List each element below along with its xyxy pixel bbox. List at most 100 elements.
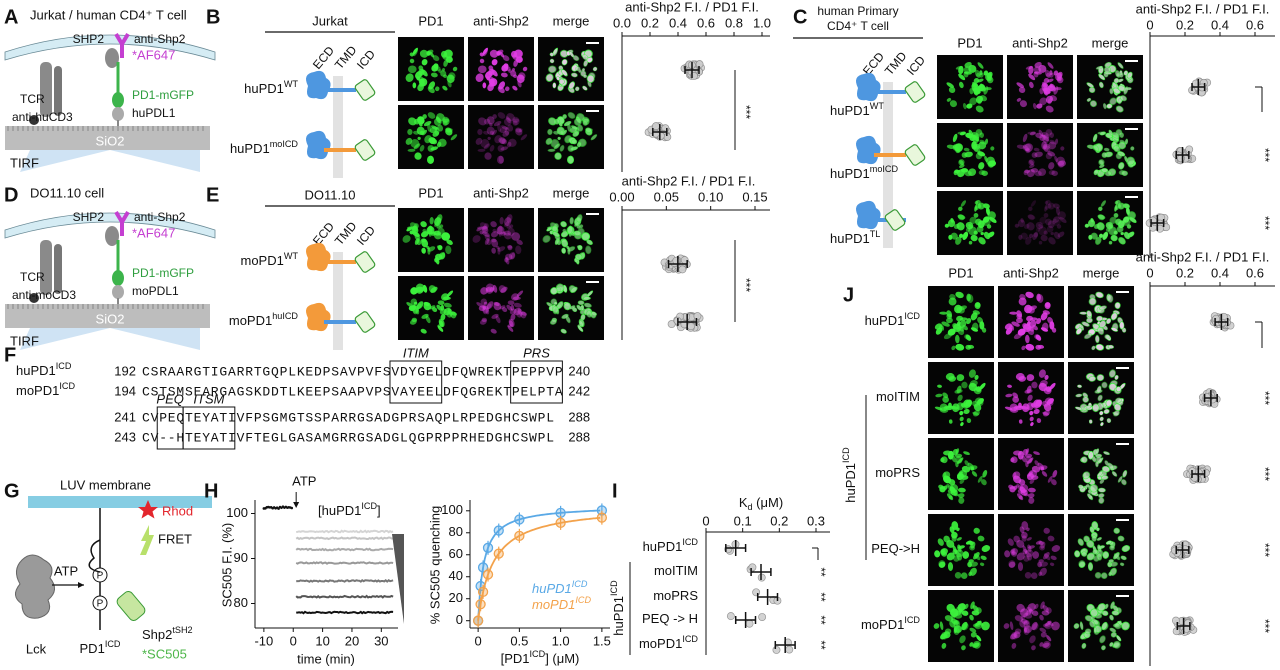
spot (978, 237, 986, 245)
spot (442, 120, 448, 126)
spot (481, 225, 488, 232)
spot (494, 135, 502, 144)
spot (440, 313, 446, 321)
label: 0.5 (510, 633, 528, 648)
spot (482, 225, 489, 234)
spot (413, 143, 421, 150)
data-point (475, 599, 486, 610)
spot (1102, 102, 1107, 110)
label: 288 (568, 409, 590, 424)
spot (1047, 203, 1052, 209)
spot (1039, 88, 1044, 95)
label: 0.4 (1211, 265, 1229, 280)
spot (507, 245, 513, 251)
spot (1056, 224, 1062, 229)
spot (427, 112, 436, 119)
spot (412, 305, 419, 313)
spot (1099, 234, 1103, 238)
spot (509, 308, 517, 315)
spot (577, 324, 582, 327)
spot (1120, 232, 1124, 235)
spot (1038, 168, 1047, 176)
label: CV--HTEYATIVFTEGLGASAMGRRGSADGLQGPRPPRHE… (142, 430, 555, 445)
spot (509, 320, 514, 327)
label: 20 (345, 633, 359, 648)
spot (571, 138, 578, 145)
spot (1115, 219, 1121, 225)
spot (1098, 74, 1105, 80)
spot (507, 227, 515, 237)
spot (520, 134, 528, 141)
label: PEQ (156, 391, 183, 406)
spot (1114, 204, 1118, 211)
spot (446, 74, 455, 83)
spot (1101, 152, 1108, 158)
spot (485, 303, 492, 310)
spot (1041, 141, 1048, 150)
spot (593, 67, 597, 71)
spot (434, 221, 440, 227)
spot (1043, 145, 1051, 153)
spot (1060, 146, 1065, 151)
spot (1115, 152, 1123, 160)
spot (497, 225, 503, 235)
micrograph (1007, 191, 1073, 255)
spot (1120, 95, 1127, 101)
spot (1030, 200, 1037, 207)
spot (972, 81, 978, 90)
spot (1017, 219, 1026, 228)
spot (952, 133, 958, 143)
label: Kd (μM) (739, 495, 783, 512)
label: huPD1moICD (230, 139, 298, 156)
label: 192 (114, 363, 136, 378)
spot (1116, 153, 1122, 159)
spot (1033, 71, 1042, 75)
spot (431, 138, 438, 145)
spot (504, 117, 512, 126)
spot (505, 116, 511, 124)
spot (407, 148, 416, 152)
data-point (482, 569, 494, 580)
label: *AF647 (132, 225, 175, 240)
spot (1127, 224, 1131, 229)
spot (1087, 145, 1094, 149)
spot (485, 307, 490, 315)
spot (550, 287, 558, 294)
spot (1117, 203, 1122, 209)
spot (1026, 222, 1035, 231)
spot (485, 287, 491, 292)
spot (1057, 231, 1065, 238)
spot (409, 52, 414, 57)
data-point (745, 619, 754, 628)
spot (1093, 169, 1099, 176)
spot (1047, 202, 1055, 210)
label: 100 (441, 502, 463, 517)
spot (497, 246, 506, 252)
spot (510, 252, 516, 260)
spot (1117, 79, 1123, 82)
spot (429, 217, 434, 225)
spot (511, 232, 521, 241)
spot (1098, 206, 1103, 211)
spot (442, 85, 448, 91)
spot (1124, 138, 1129, 145)
spot (480, 319, 487, 325)
spot (484, 223, 489, 229)
spot (575, 66, 581, 71)
spot (562, 229, 566, 233)
spot (1035, 221, 1044, 230)
text-part: moPD1 (639, 636, 682, 651)
label: PD1-mGFP (132, 88, 194, 102)
spot (485, 283, 495, 293)
spot (1102, 152, 1107, 158)
spot (569, 51, 574, 57)
spot (1029, 160, 1034, 165)
spot (574, 221, 580, 227)
spot (574, 117, 582, 126)
data-point (555, 517, 566, 529)
spot (486, 239, 492, 246)
lck-icon (15, 554, 55, 619)
spot (502, 55, 510, 62)
label: SiO2 (96, 311, 125, 326)
spot (559, 79, 565, 85)
